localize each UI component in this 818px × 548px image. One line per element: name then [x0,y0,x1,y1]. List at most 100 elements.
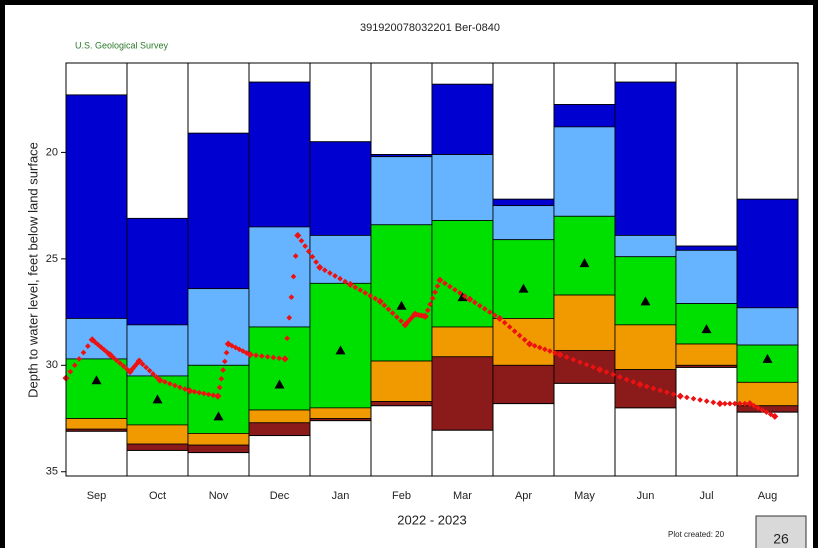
observation-trace [110,354,117,361]
observation-trace [276,355,283,362]
observation-trace [302,243,308,249]
observation-trace [292,253,299,259]
observation-trace [670,391,677,398]
percentile-band [370,401,433,407]
observation-trace [162,379,168,385]
percentile-band [553,126,616,217]
observation-trace [506,324,513,330]
band-bottom [553,382,616,477]
observation-trace [270,354,277,361]
band-top [675,62,738,247]
x-tick-label: Mar [453,490,472,502]
x-tick-label: Jan [332,490,350,502]
percentile-band [248,81,311,228]
percentile-band [614,235,677,258]
observation-trace [67,368,74,375]
band-top [126,62,189,219]
page-box [755,515,807,548]
observation-trace [650,385,657,392]
band-top [65,62,128,96]
band-top [736,62,799,200]
y-tick-label: 20 [46,146,58,158]
observation-trace [751,402,757,409]
observation [246,351,254,359]
observation-trace [223,349,230,356]
x-tick-label: Apr [515,490,532,502]
observation-trace [191,388,198,395]
median-marker [396,300,407,310]
observation-trace [722,400,728,407]
observation-trace [710,399,717,406]
x-tick-label: Sep [87,490,107,502]
observation [496,314,504,322]
observation-trace [501,319,508,326]
observation-trace [362,290,369,296]
observation-trace [424,307,431,314]
observation-trace [71,362,78,369]
observation [156,376,164,384]
observation-trace [385,306,392,313]
observation-trace [286,314,293,321]
observation-trace [153,374,160,380]
percentile-band [675,343,738,366]
band-bottom [309,420,372,477]
observation-trace [542,346,548,353]
observation-trace [434,283,441,290]
observation [636,380,644,388]
observation-trace [372,295,378,302]
percentile-band [248,409,311,424]
band-top [553,62,616,106]
percentile-band [675,303,738,345]
y-tick-label: 35 [46,466,58,478]
observation-trace [481,306,488,312]
percentile-band [675,245,738,251]
median-marker [701,324,712,334]
x-axis-label: 2022 - 2023 [397,512,466,527]
observation-trace [531,342,538,349]
observation-trace [476,302,483,309]
percentile-band [65,318,128,360]
median-marker [579,258,590,268]
observation [346,280,354,288]
observation-trace [342,278,349,285]
observation [281,355,289,363]
observation-trace [429,295,436,302]
observation-trace [201,390,207,397]
percentile-band [675,249,738,304]
observation-trace [76,356,82,362]
percentile-band [65,418,128,430]
x-tick-label: Oct [149,490,166,502]
observation-trace [298,237,305,244]
percentile-band [431,154,494,221]
percentile-band [187,444,250,453]
observation-trace [486,309,493,315]
observation-trace [367,292,374,299]
percentile-band [187,364,250,434]
observation-trace [643,383,650,390]
observation-trace [177,384,183,391]
observation-trace [516,332,523,339]
observation-trace [290,273,297,280]
observation [676,392,684,400]
band-top [431,62,494,85]
percentile-band [614,369,677,409]
observation-trace [583,361,590,368]
observation [294,231,302,239]
y-tick-label: 30 [46,359,58,371]
observation-trace [547,348,553,354]
observation [596,366,604,374]
observation-trace [220,367,226,373]
observation [771,412,779,420]
band-bottom [248,435,311,477]
observation-trace [167,380,173,387]
percentile-band [248,326,311,411]
observation-trace [511,328,518,335]
observation-trace [218,375,225,382]
x-tick-label: Jul [699,490,713,502]
percentile-band [492,318,555,366]
observation-trace [305,248,312,255]
percentile-band [614,256,677,326]
observation-trace [113,357,120,364]
